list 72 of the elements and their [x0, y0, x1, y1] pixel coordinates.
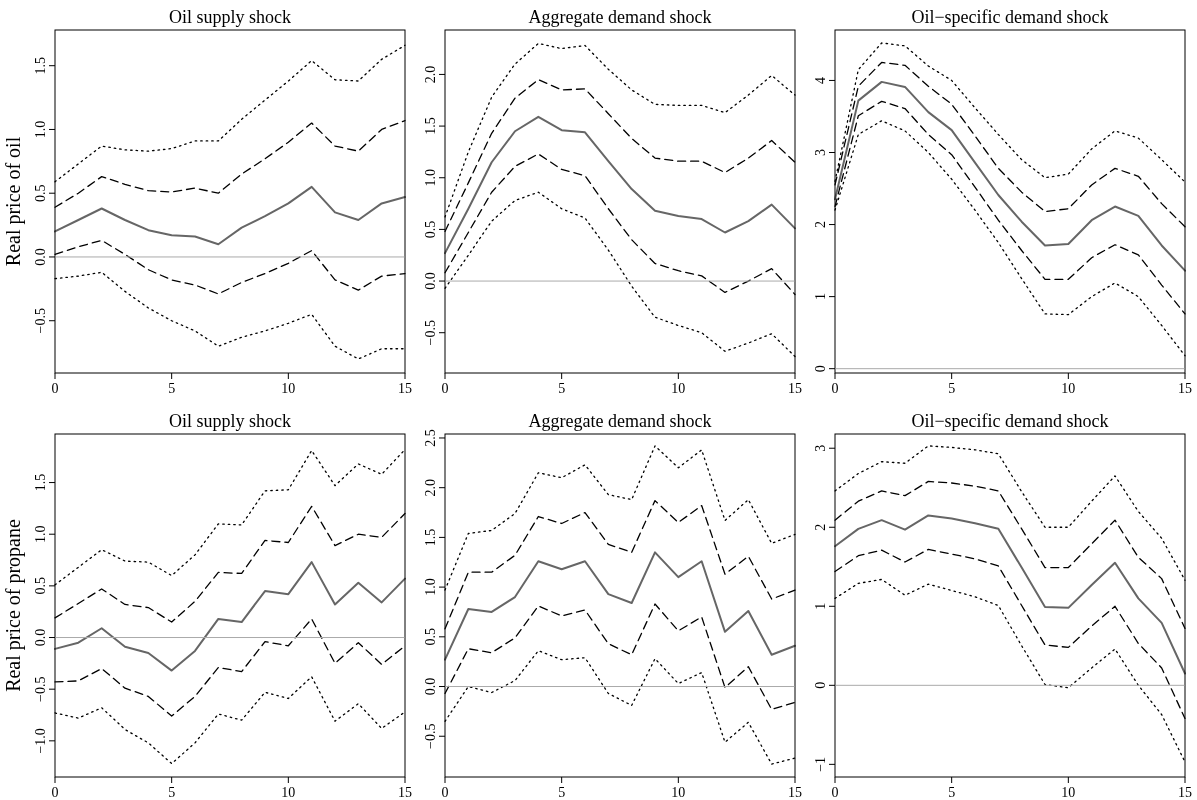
y-tick-label: 3 [813, 149, 828, 156]
y-tick-label: 0.0 [33, 248, 48, 266]
x-tick-label: 10 [281, 381, 296, 396]
y-tick-label: 0.0 [33, 628, 48, 647]
y-axis-title: Real price of propane [2, 519, 25, 692]
y-tick-label: −0.5 [33, 308, 48, 334]
x-tick-label: 5 [168, 785, 176, 800]
y-tick-label: 2.0 [423, 65, 438, 84]
x-tick-label: 5 [558, 785, 566, 800]
y-tick-label: 0.0 [423, 272, 438, 290]
y-tick-label: −0.5 [423, 320, 438, 346]
x-tick-label: 15 [788, 785, 802, 800]
y-tick-label: −1.0 [33, 728, 48, 754]
y-tick-label: 1.5 [423, 117, 438, 135]
chart-title: Oil supply shock [168, 7, 292, 27]
x-tick-label: 5 [948, 785, 956, 800]
y-tick-label: 0 [813, 365, 828, 373]
x-tick-label: 10 [281, 785, 296, 800]
x-tick-label: 0 [441, 785, 449, 800]
x-tick-label: 0 [51, 381, 59, 396]
x-tick-label: 10 [671, 381, 686, 396]
y-tick-label: 1.0 [423, 578, 438, 596]
x-tick-label: 0 [51, 785, 59, 800]
y-tick-label: 1.5 [33, 56, 48, 75]
x-tick-label: 10 [1061, 381, 1076, 396]
x-tick-label: 15 [1178, 785, 1192, 800]
y-tick-label: −0.5 [33, 676, 48, 702]
y-tick-label: 0.5 [33, 577, 48, 595]
line-series [444, 115, 796, 255]
x-tick-label: 15 [398, 785, 412, 800]
y-tick-label: 4 [813, 76, 828, 84]
chart-title: Oil−specific demand shock [911, 7, 1109, 27]
chart-title: Oil supply shock [168, 411, 292, 431]
y-tick-label: 1 [813, 293, 828, 301]
x-tick-label: 0 [441, 381, 449, 396]
line-series [834, 514, 1186, 675]
x-tick-label: 5 [558, 381, 566, 396]
y-tick-label: 2 [813, 221, 828, 229]
x-tick-label: 15 [398, 381, 412, 396]
chart-title: Oil−specific demand shock [911, 411, 1109, 431]
y-tick-label: 1.0 [33, 525, 48, 543]
x-tick-label: 10 [671, 785, 686, 800]
x-tick-label: 5 [168, 381, 176, 396]
y-tick-label: 0.5 [423, 628, 438, 646]
y-tick-label: 0.5 [33, 184, 48, 202]
y-tick-label: 0.5 [423, 220, 438, 239]
line-series [54, 561, 406, 672]
line-series [834, 80, 1186, 272]
y-tick-label: 1.0 [423, 168, 438, 187]
chart-title: Aggregate demand shock [528, 411, 712, 431]
x-tick-label: 0 [831, 381, 839, 396]
chart-title: Aggregate demand shock [528, 7, 712, 27]
x-tick-label: 15 [1178, 381, 1192, 396]
y-tick-label: 3 [813, 444, 828, 452]
x-tick-label: 10 [1061, 785, 1076, 800]
y-tick-label: 1 [813, 602, 828, 610]
y-tick-label: 0.0 [423, 677, 438, 696]
x-tick-label: 5 [948, 381, 956, 396]
y-tick-label: −0.5 [423, 723, 438, 749]
y-axis-title: Real price of oil [2, 136, 25, 267]
y-tick-label: 2.5 [423, 429, 438, 447]
y-tick-label: 1.5 [423, 528, 438, 547]
x-tick-label: 15 [788, 381, 802, 396]
line-series [444, 551, 796, 661]
y-tick-label: 1.0 [33, 120, 48, 139]
y-tick-label: 1.5 [33, 473, 48, 492]
x-tick-label: 0 [831, 785, 839, 800]
y-tick-label: 0 [813, 681, 828, 689]
y-tick-label: 2 [813, 523, 828, 531]
y-tick-label: 2.0 [423, 478, 438, 497]
line-series [54, 185, 406, 246]
y-tick-label: −1 [813, 756, 828, 772]
